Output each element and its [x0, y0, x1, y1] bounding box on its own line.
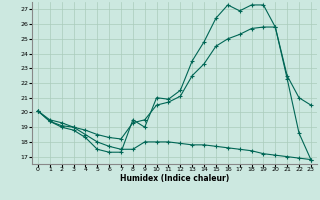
- X-axis label: Humidex (Indice chaleur): Humidex (Indice chaleur): [120, 174, 229, 183]
